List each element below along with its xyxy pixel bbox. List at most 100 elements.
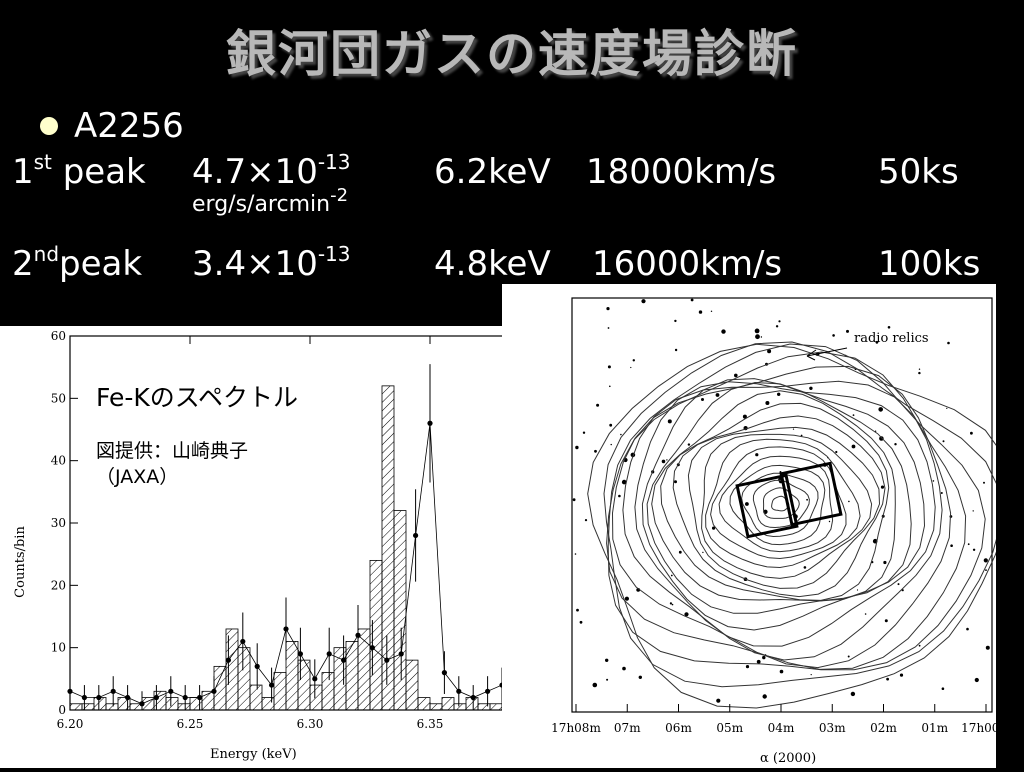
y-tick-label: 60 [51,329,66,343]
star-dot [792,428,795,430]
field-stars [572,298,990,703]
star-dot [745,665,750,669]
histogram-bar [393,510,407,711]
star-dot [745,502,749,506]
y-tick-label: 50 [51,391,66,405]
star-dot [852,414,855,416]
star-dot [946,407,948,409]
star-dot [883,560,887,565]
star-dot [674,348,678,352]
bullet-item: A2256 [40,106,184,146]
star-dot [621,479,627,485]
histogram-bar [489,703,503,711]
star-dot [880,485,885,489]
star-dot [932,480,935,482]
star-dot [609,423,613,427]
relic-arrow [806,347,848,357]
histogram-bar [357,628,371,711]
star-dot [666,459,668,461]
star-dot [618,494,621,498]
star-dot [641,299,646,304]
star-dot [775,325,779,328]
x-tick-label: 6.25 [177,717,204,731]
y-tick-label: 30 [51,516,66,530]
star-dot [887,326,891,329]
histogram-bar [369,559,383,711]
contour-line [611,365,952,669]
star-dot [835,450,838,454]
star-dot [918,368,921,370]
star-dot [864,613,867,615]
contour-line [634,381,936,647]
contour-line [701,433,873,579]
star-dot [875,340,879,344]
star-dot [702,551,704,554]
star-dot [756,659,761,664]
histogram-bar [225,628,239,711]
star-dot [941,687,945,690]
peak-label: 2ndpeak [12,242,143,284]
y-axis-label: Counts/bin [13,526,28,598]
bullet-text: A2256 [74,106,184,146]
star-dot [832,334,835,337]
star-dot [712,526,716,530]
histogram-bar [321,672,335,711]
histogram-bar [309,684,323,711]
star-dot [594,449,597,453]
flux-unit: erg/s/arcmin-2 [192,185,349,218]
star-dot [967,543,970,546]
star-dot [607,365,611,369]
star-dot [576,608,579,612]
star-dot [687,443,691,446]
star-dot [624,596,629,601]
star-dot [579,620,583,624]
spectrum-label: Fe-Kのスペクトル [96,383,299,412]
map-x-tick-label: 04m [768,721,795,735]
star-dot [710,310,713,312]
star-dot [674,480,677,484]
star-dot [678,550,682,554]
x-axis-label: Energy (keV) [210,747,297,762]
contour-line [687,426,881,589]
star-dot [848,500,850,503]
histogram-bar [273,672,287,711]
star-dot [755,453,759,457]
star-dot [779,669,784,674]
star-dot [970,431,973,435]
histogram-bar [429,703,443,711]
observation-boxes [735,461,843,539]
map-x-tick-label: 05m [716,721,743,735]
contour-line [718,455,834,553]
histogram-bar [261,697,275,711]
contour-line [705,438,861,569]
histogram-bar [105,703,119,711]
star-dot [828,520,831,523]
star-dot [607,327,610,329]
star-dot [972,548,976,551]
y-tick-label: 40 [51,454,66,468]
histogram-bar [345,641,359,711]
star-dot [765,401,770,405]
map-x-label: α (2000) [760,751,816,766]
y-tick-label: 10 [51,641,66,655]
contour-line [660,402,890,601]
star-dot [622,666,626,671]
star-dot [851,444,856,449]
star-dot [734,373,738,378]
histogram-bar [81,703,95,711]
star-dot [661,459,666,464]
peak-flux: 4.7×10-13 [192,150,351,192]
star-dot [690,298,694,302]
star-dot [974,677,979,683]
star-dot [778,320,781,323]
histogram-bar [177,703,191,711]
radio-relics-label: radio relics [854,331,929,346]
arrow-head-icon [806,349,817,361]
contour-line [606,351,967,670]
star-dot [716,698,721,703]
histogram-bar [453,703,467,711]
x-tick-label: 6.20 [57,717,84,731]
star-dot [638,675,642,679]
star-dot [572,498,576,502]
